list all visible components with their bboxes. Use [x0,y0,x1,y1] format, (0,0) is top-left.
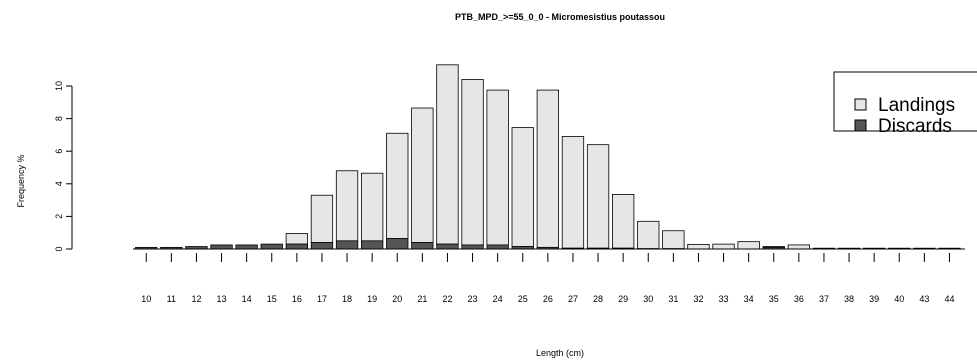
x-tick-label: 12 [191,294,201,304]
y-tick-label: 0 [54,246,64,251]
x-tick-label: 29 [618,294,628,304]
x-tick-label: 34 [744,294,754,304]
legend-swatch-landings [854,98,867,111]
x-tick-label: 28 [593,294,603,304]
y-tick-label: 6 [54,149,64,154]
legend-swatch-discards [854,119,867,132]
x-tick-label: 37 [819,294,829,304]
bar-landings [536,89,559,248]
bar-landings [411,107,434,243]
bar-discards [360,240,384,250]
bar-landings [436,64,459,245]
bar-landings [687,244,710,250]
bar-landings [662,230,685,250]
bar-discards [310,242,334,250]
x-tick-label: 31 [668,294,678,304]
x-tick-label: 13 [217,294,227,304]
x-tick-label: 19 [367,294,377,304]
chart-title: PTB_MPD_>=55_0_0 - Micromesistius poutas… [455,12,665,22]
bar-landings [511,127,534,247]
x-tick-label: 38 [844,294,854,304]
x-tick-label: 26 [543,294,553,304]
bar-discards [285,243,309,250]
y-axis-label: Frequency % [16,154,26,207]
x-tick-label: 11 [167,294,176,304]
x-tick-label: 27 [568,294,578,304]
bar-landings [612,193,635,249]
bar-discards [210,244,233,250]
x-tick-label: 15 [267,294,277,304]
bar-landings [486,89,509,246]
x-tick-label: 44 [944,294,954,304]
bar-landings [737,241,760,250]
y-axis: 0 2 4 6 8 10 [54,81,73,252]
bar-discards [260,243,283,250]
x-tick-label: 17 [317,294,327,304]
bar-landings [310,194,334,243]
bar-landings [461,79,484,246]
bar-landings [285,233,309,245]
y-tick-label: 10 [54,81,64,91]
x-tick-label: 22 [442,294,452,304]
bar-discards [461,244,484,250]
x-tick-label: 18 [342,294,352,304]
x-tick-label: 16 [292,294,302,304]
bar-landings [637,220,660,250]
bar-discards [386,238,409,250]
x-tick-label: 40 [894,294,904,304]
bar-discards [235,244,258,250]
bar-discards [486,244,509,250]
x-axis-label: Length (cm) [536,348,584,358]
x-tick-label: 20 [392,294,402,304]
x-axis: 10 11 12 13 14 15 16 17 18 19 20 21 22 23 24 25 26 27 28 29… [141,253,954,304]
x-tick-label: 36 [794,294,804,304]
x-tick-label: 43 [919,294,929,304]
bars-group [135,64,961,250]
x-tick-label: 10 [141,294,151,304]
bar-landings [712,243,735,250]
x-tick-label: 33 [719,294,729,304]
bar-discards [335,240,359,250]
y-tick-label: 4 [54,181,64,186]
x-tick-label: 30 [643,294,653,304]
x-tick-label: 23 [468,294,478,304]
x-tick-label: 21 [417,294,427,304]
x-tick-label: 32 [693,294,703,304]
y-tick-label: 2 [54,214,64,219]
legend: Landings Discards [833,71,977,137]
x-tick-label: 24 [493,294,503,304]
y-tick-label: 8 [54,116,64,121]
bar-landings [561,136,585,249]
x-tick-label: 14 [242,294,252,304]
x-tick-label: 25 [518,294,528,304]
bar-discards [411,242,434,250]
x-tick-label: 39 [869,294,879,304]
legend-label-discards: Discards [878,116,952,137]
bar-landings [787,244,810,250]
bar-discards [436,243,459,250]
x-tick-label: 35 [769,294,779,304]
legend-label-landings: Landings [878,95,955,116]
bar-landings [335,170,359,242]
bar-landings [360,172,384,242]
bar-landings [586,144,610,249]
bar-landings [386,132,409,239]
